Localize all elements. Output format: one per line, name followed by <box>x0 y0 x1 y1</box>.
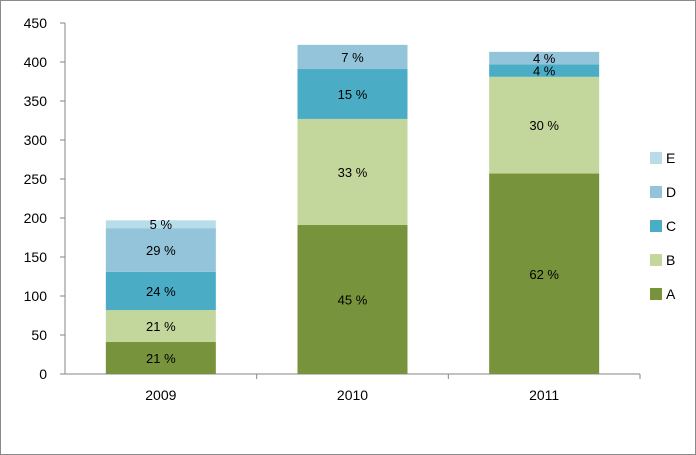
y-tick-label: 100 <box>24 288 48 304</box>
legend-label: A <box>666 286 676 302</box>
legend-label: D <box>666 184 676 200</box>
data-label: 21 % <box>146 319 176 334</box>
y-tick-label: 450 <box>24 15 48 31</box>
y-tick-label: 150 <box>24 249 48 265</box>
x-category-label: 2010 <box>337 387 368 403</box>
x-category-label: 2011 <box>529 387 559 403</box>
legend-swatch-b <box>650 254 662 266</box>
y-tick-label: 200 <box>24 210 48 226</box>
data-label: 4 % <box>533 51 556 66</box>
data-label: 4 % <box>533 64 556 79</box>
data-label: 7 % <box>341 50 364 65</box>
legend-swatch-c <box>650 220 662 232</box>
legend-swatch-d <box>650 186 662 198</box>
x-category-label: 2009 <box>145 387 176 403</box>
data-label: 29 % <box>146 243 176 258</box>
legend: E D C B A <box>650 150 676 302</box>
data-label: 45 % <box>338 293 368 308</box>
y-tick-label: 50 <box>31 327 47 343</box>
data-label: 24 % <box>146 284 176 299</box>
bar-segment-d <box>297 44 408 70</box>
bar-segment-b <box>105 310 216 343</box>
y-tick-label: 300 <box>24 132 48 148</box>
data-label: 33 % <box>338 165 368 180</box>
legend-swatch-e <box>650 152 662 164</box>
y-axis: 0 50 100 150 200 250 300 350 400 450 <box>24 15 66 382</box>
data-label: 21 % <box>146 351 176 366</box>
x-axis: 2009 2010 2011 <box>65 373 641 403</box>
bar-segment-c <box>297 69 408 119</box>
data-label: 62 % <box>529 267 559 282</box>
bar-segment-a <box>105 342 216 374</box>
bar-segment-c <box>489 64 600 77</box>
bars: 21 % 21 % 24 % 29 % 5 % 45 % 33 % 15 % 7 % 62 % 30… <box>105 44 600 374</box>
y-tick-label: 400 <box>24 54 48 70</box>
bar-segment-d <box>105 228 216 272</box>
bar-segment-b <box>489 76 600 174</box>
legend-swatch-a <box>650 288 662 300</box>
bar-segment-a <box>489 173 600 374</box>
data-label: 5 % <box>150 217 173 232</box>
legend-label: B <box>666 252 675 268</box>
data-label: 15 % <box>338 87 368 102</box>
y-tick-label: 0 <box>39 366 47 382</box>
bar-segment-b <box>297 118 408 226</box>
bar-segment-c <box>105 271 216 311</box>
bar-segment-e <box>105 220 216 229</box>
y-tick-label: 350 <box>24 93 48 109</box>
bar-segment-a <box>297 225 408 374</box>
y-tick-label: 250 <box>24 171 48 187</box>
legend-label: C <box>666 218 676 234</box>
bar-segment-d <box>489 51 600 65</box>
data-label: 30 % <box>529 118 559 133</box>
legend-label: E <box>666 150 675 166</box>
